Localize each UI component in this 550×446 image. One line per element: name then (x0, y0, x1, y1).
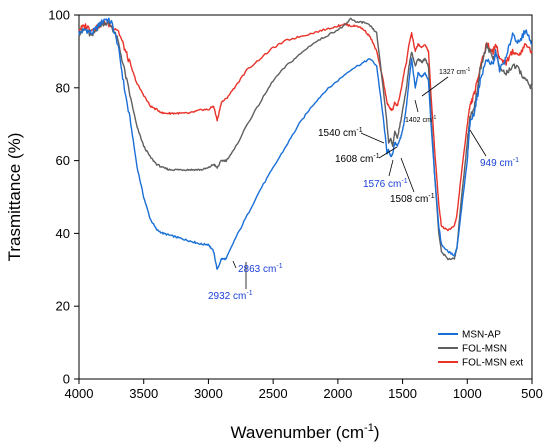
annotation-text: 949 cm (480, 158, 513, 169)
axes: 4000 3500 3000 2500 2000 1500 1000 500 0 20 40 60 80… (48, 8, 543, 402)
x-tick-label: 1000 (453, 386, 482, 401)
annotation-label: 1508 cm-1 (390, 193, 435, 205)
annotation-sup: -1 (246, 290, 252, 297)
annotation-leader (400, 157, 415, 193)
x-tick-label: 4000 (65, 386, 94, 401)
legend-label: FOL-MSN ext (462, 358, 523, 369)
legend-label: FOL-MSN (462, 344, 507, 355)
annotation-label: 1327 cm-1 (439, 67, 471, 76)
annotation-label: 949 cm-1 (480, 157, 519, 169)
annotation-leader (360, 132, 385, 144)
annotation-label: 1608 cm-1 (335, 153, 380, 165)
legend: MSN-AP FOL-MSN FOL-MSN ext (432, 318, 530, 376)
y-tick-label: 40 (56, 226, 70, 241)
y-tick-label: 60 (56, 153, 70, 168)
x-tick-label: 2000 (323, 386, 352, 401)
annotation-text: 1540 cm (318, 128, 356, 139)
annotation-sup: -1 (276, 263, 282, 270)
x-axis-title-end: ) (374, 423, 380, 442)
annotation-leader (414, 99, 419, 113)
series-group (78, 17, 533, 270)
annotation-label: 2863 cm-1 (238, 263, 283, 275)
annotation-text: 2932 cm (208, 291, 246, 302)
annotation-label: 2932 cm-1 (208, 290, 253, 302)
annotation-leader (388, 159, 394, 177)
x-tick-label: 3000 (194, 386, 223, 401)
series-line-msn-ap (78, 17, 533, 270)
y-tick-label: 80 (56, 80, 70, 95)
annotation-text: 1608 cm (335, 154, 373, 165)
annotation-text: 1576 cm (363, 179, 401, 190)
annotation-text: 1402 cm (405, 117, 432, 124)
annotation-sup: -1 (428, 193, 434, 200)
x-axis-title-sup: -1 (364, 422, 374, 434)
y-tick-label: 100 (48, 8, 70, 23)
annotation-leader (378, 146, 398, 159)
annotation-text: 1508 cm (390, 194, 428, 205)
annotation-label: 1402 cm-1 (405, 115, 437, 124)
annotation-leader (421, 76, 449, 97)
x-tick-label: 2500 (259, 386, 288, 401)
y-tick-label: 20 (56, 299, 70, 314)
x-axis-title: Wavenumber (cm-1) (231, 422, 380, 442)
legend-label: MSN-AP (462, 330, 501, 341)
annotation-leader (232, 260, 237, 269)
annotation-sup: -1 (432, 115, 437, 121)
annotation-label: 1540 cm-1 (318, 127, 363, 139)
y-tick-label: 0 (63, 372, 70, 387)
x-axis-title-main: Wavenumber (cm (231, 423, 365, 442)
annotation-text: 2863 cm (238, 264, 276, 275)
annotation-sup: -1 (401, 178, 407, 185)
annotation-sup: -1 (466, 67, 471, 73)
annotation-text: 1327 cm (439, 69, 466, 76)
annotation-label: 1576 cm-1 (363, 178, 408, 190)
x-tick-label: 500 (521, 386, 543, 401)
annotation-sup: -1 (356, 127, 362, 134)
y-axis-title: Trasmittance (%) (5, 133, 24, 262)
annotation-sup: -1 (373, 153, 379, 160)
annotation-leader (469, 129, 487, 157)
annotation-sup: -1 (513, 157, 519, 164)
x-tick-label: 1500 (388, 386, 417, 401)
series-line-fol-msn (78, 17, 533, 261)
x-tick-label: 3500 (129, 386, 158, 401)
